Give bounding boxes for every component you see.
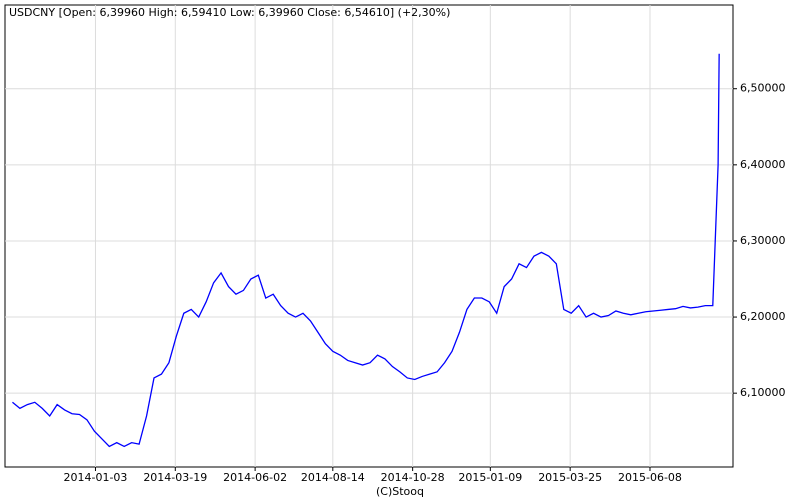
x-tick-label: 2014-06-02 [223, 471, 287, 484]
x-tick-label: 2014-03-19 [143, 471, 207, 484]
y-tick-label: 6,10000 [740, 386, 786, 399]
x-tick-label: 2015-03-25 [538, 471, 602, 484]
y-tick-label: 6,20000 [740, 310, 786, 323]
x-tick-label: 2014-10-28 [381, 471, 445, 484]
x-tick-label: 2014-08-14 [301, 471, 365, 484]
y-tick-label: 6,50000 [740, 82, 786, 95]
y-tick-label: 6,40000 [740, 158, 786, 171]
plot-frame [4, 4, 734, 468]
chart-title: USDCNY [Open: 6,39960 High: 6,59410 Low:… [9, 6, 450, 19]
price-line [12, 53, 720, 448]
x-tick-label: 2015-06-08 [618, 471, 682, 484]
x-tick-label: 2014-01-03 [63, 471, 127, 484]
y-tick-label: 6,30000 [740, 234, 786, 247]
source-label: (C)Stooq [376, 485, 424, 498]
x-tick-label: 2015-01-09 [458, 471, 522, 484]
